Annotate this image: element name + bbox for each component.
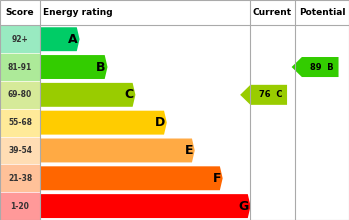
Text: Energy rating: Energy rating — [43, 8, 112, 17]
Text: 81-91: 81-91 — [8, 62, 32, 72]
Text: 92+: 92+ — [12, 35, 28, 44]
Bar — [0, 109, 40, 137]
Text: 21-38: 21-38 — [8, 174, 32, 183]
Text: 55-68: 55-68 — [8, 118, 32, 127]
Bar — [0, 25, 40, 53]
Bar — [0, 164, 40, 192]
Text: E: E — [185, 144, 193, 157]
Text: A: A — [68, 33, 78, 46]
Text: 69-80: 69-80 — [8, 90, 32, 99]
Bar — [0, 53, 40, 81]
Polygon shape — [40, 139, 195, 162]
Polygon shape — [40, 194, 251, 218]
Bar — [0, 81, 40, 109]
Text: 1-20: 1-20 — [10, 202, 30, 211]
Text: G: G — [239, 200, 249, 213]
Text: C: C — [125, 88, 134, 101]
Text: Current: Current — [253, 8, 292, 17]
Text: 89  B: 89 B — [310, 62, 334, 72]
Text: 76  C: 76 C — [259, 90, 282, 99]
Text: Score: Score — [6, 8, 35, 17]
Text: Potential: Potential — [299, 8, 345, 17]
Text: F: F — [213, 172, 221, 185]
Polygon shape — [40, 111, 167, 135]
Bar — [0, 137, 40, 164]
Polygon shape — [40, 166, 223, 190]
Polygon shape — [240, 85, 287, 105]
Text: D: D — [155, 116, 165, 129]
Text: B: B — [96, 61, 106, 73]
Polygon shape — [40, 55, 107, 79]
Polygon shape — [40, 83, 135, 107]
Polygon shape — [40, 27, 80, 51]
Text: 39-54: 39-54 — [8, 146, 32, 155]
Polygon shape — [292, 57, 339, 77]
Bar — [0, 192, 40, 220]
